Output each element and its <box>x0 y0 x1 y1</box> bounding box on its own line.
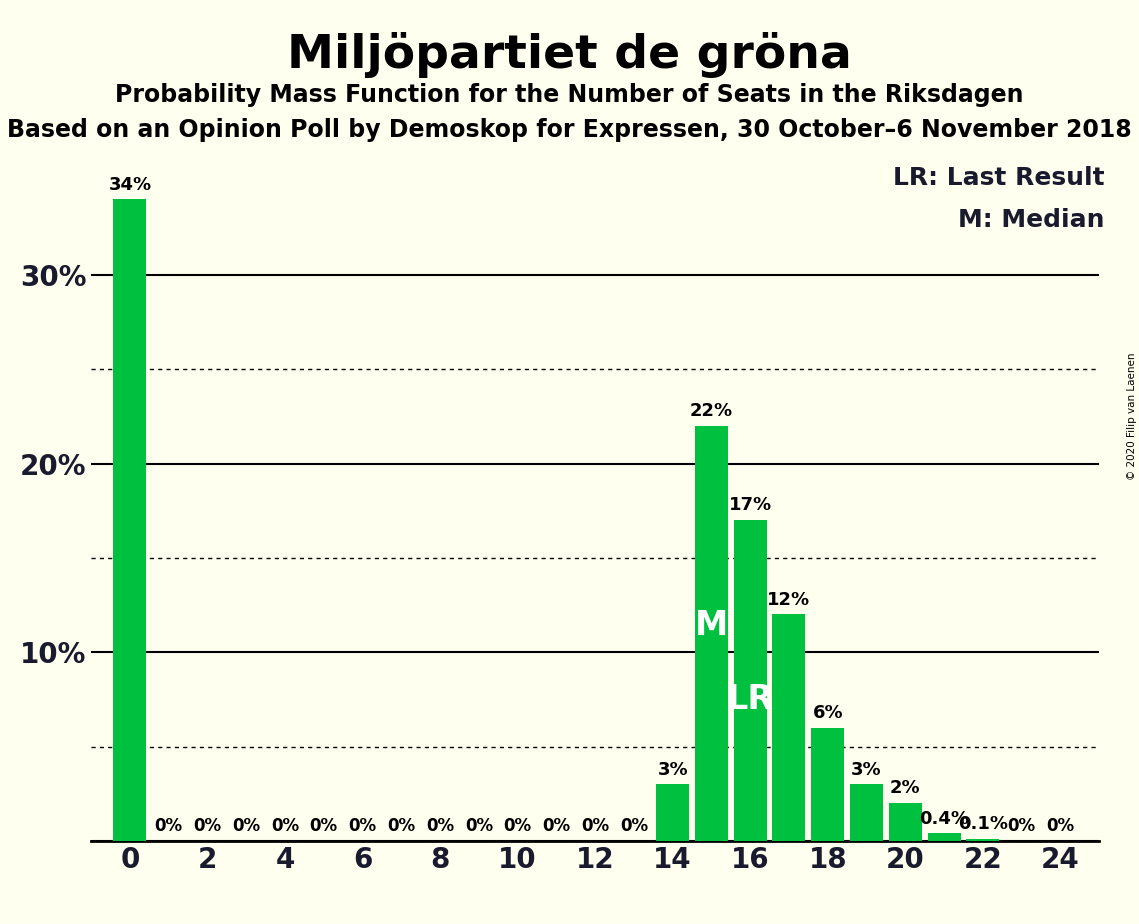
Text: 0%: 0% <box>542 817 571 835</box>
Text: © 2020 Filip van Laenen: © 2020 Filip van Laenen <box>1126 352 1137 480</box>
Text: 3%: 3% <box>657 760 688 779</box>
Text: 2%: 2% <box>890 780 920 797</box>
Bar <box>114 200 147 841</box>
Text: 0.4%: 0.4% <box>919 809 969 828</box>
Text: Probability Mass Function for the Number of Seats in the Riksdagen: Probability Mass Function for the Number… <box>115 83 1024 107</box>
Text: 0%: 0% <box>426 817 454 835</box>
Text: 0%: 0% <box>194 817 221 835</box>
Text: 0%: 0% <box>1008 817 1035 835</box>
Text: 0%: 0% <box>387 817 416 835</box>
Bar <box>695 426 728 841</box>
Bar <box>888 803 921 841</box>
Bar <box>811 728 844 841</box>
Text: 0%: 0% <box>620 817 648 835</box>
Bar <box>850 784 883 841</box>
Text: 0%: 0% <box>503 817 532 835</box>
Bar <box>656 784 689 841</box>
Text: 0%: 0% <box>155 817 182 835</box>
Bar <box>966 839 999 841</box>
Text: 0%: 0% <box>232 817 261 835</box>
Text: 0%: 0% <box>1047 817 1074 835</box>
Text: Miljöpartiet de gröna: Miljöpartiet de gröna <box>287 32 852 79</box>
Bar <box>772 614 805 841</box>
Text: 22%: 22% <box>690 402 734 420</box>
Text: 0%: 0% <box>465 817 493 835</box>
Text: 17%: 17% <box>729 496 772 515</box>
Bar <box>734 520 767 841</box>
Bar <box>927 833 960 841</box>
Text: 0%: 0% <box>581 817 609 835</box>
Text: 34%: 34% <box>108 176 151 194</box>
Text: Based on an Opinion Poll by Demoskop for Expressen, 30 October–6 November 2018: Based on an Opinion Poll by Demoskop for… <box>7 118 1132 142</box>
Text: 6%: 6% <box>812 704 843 722</box>
Text: 3%: 3% <box>851 760 882 779</box>
Text: 0%: 0% <box>271 817 300 835</box>
Text: 0%: 0% <box>349 817 377 835</box>
Text: 0%: 0% <box>310 817 338 835</box>
Text: M: Median: M: Median <box>958 208 1105 232</box>
Text: M: M <box>695 609 728 641</box>
Text: LR: LR <box>727 683 773 716</box>
Text: LR: Last Result: LR: Last Result <box>893 166 1105 190</box>
Text: 0.1%: 0.1% <box>958 815 1008 833</box>
Text: 12%: 12% <box>768 590 811 609</box>
